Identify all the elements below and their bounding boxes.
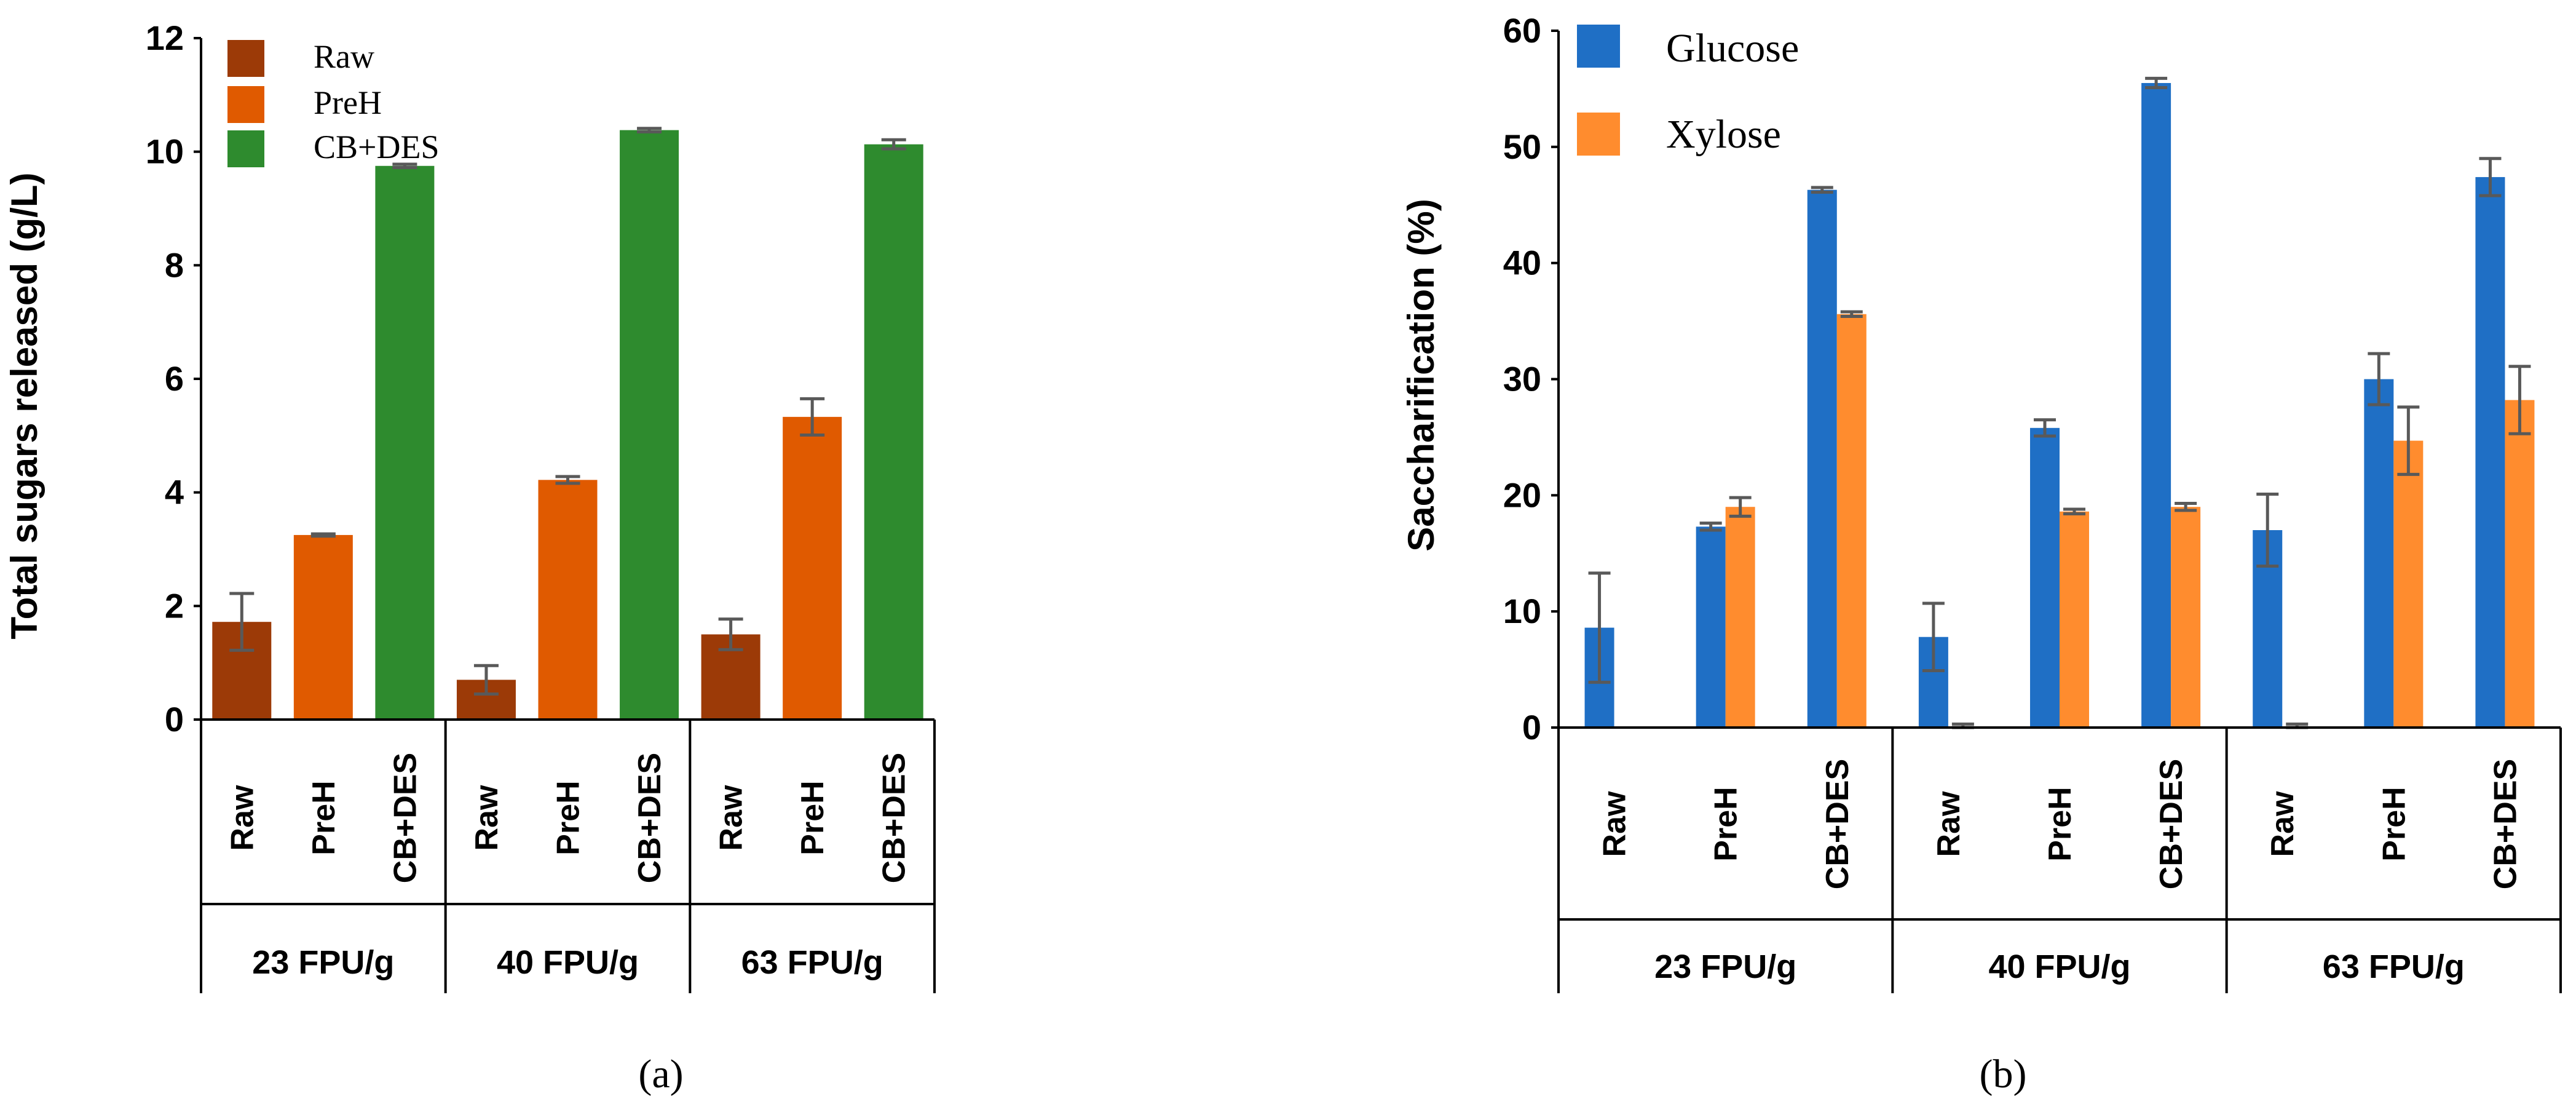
bar-40-fpu-g-preh [538, 480, 598, 720]
legend-swatch-xylose [1577, 113, 1620, 156]
category-label-raw: Raw [714, 785, 749, 851]
legend-swatch-glucose [1577, 25, 1620, 68]
group-label-23-fpu-g: 23 FPU/g [1654, 948, 1796, 985]
chart-a-error-bars [229, 127, 906, 696]
bar-63-fpu-g-cb-des [864, 144, 923, 720]
legend-label-xylose: Xylose [1666, 112, 1781, 157]
category-label-preh: PreH [2376, 787, 2412, 861]
group-label-63-fpu-g: 63 FPU/g [741, 944, 883, 981]
bar-23-fpu-g-preh [293, 534, 353, 720]
y-tick-label: 40 [1503, 244, 1541, 282]
category-label-cb-des: CB+DES [1820, 759, 1855, 889]
panel-label-a: (a) [638, 1052, 683, 1097]
category-label-preh: PreH [2042, 787, 2078, 861]
chart-a-axes [200, 38, 936, 993]
category-label-cb-des: CB+DES [387, 753, 423, 883]
panel-label-b: (b) [1980, 1052, 2027, 1097]
bar-xylose-63-fpu-g-cb-des [2505, 400, 2535, 728]
bar-63-fpu-g-preh [783, 416, 842, 720]
chart-a-group-labels: 23 FPU/g 40 FPU/g 63 FPU/g [252, 944, 883, 981]
chart-b-category-labels: Raw PreH CB+DES Raw PreH CB+DES Raw PreH CB+DES [1597, 759, 2524, 889]
bar-xylose-23-fpu-g-cb-des [1836, 314, 1867, 728]
category-label-cb-des: CB+DES [2487, 759, 2523, 889]
category-label-cb-des: CB+DES [632, 753, 668, 883]
category-label-preh: PreH [795, 780, 831, 855]
category-label-raw: Raw [469, 785, 505, 851]
y-tick-label: 10 [1503, 592, 1541, 630]
chart-a-ylabel: Total sugars released (g/L) [4, 172, 45, 639]
group-label-23-fpu-g: 23 FPU/g [252, 944, 394, 981]
legend-swatch-preh [227, 86, 264, 123]
y-tick-label: 10 [146, 132, 184, 171]
bar-xylose-23-fpu-g-preh [1725, 507, 1755, 728]
legend-label-preh: PreH [314, 84, 382, 121]
chart-b-legend: Glucose Xylose [1577, 25, 1799, 157]
y-tick-label: 20 [1503, 475, 1541, 514]
bar-40-fpu-g-cb-des [620, 130, 679, 720]
bar-glucose-23-fpu-g-cb-des [1807, 189, 1837, 728]
chart-a-bars [212, 130, 923, 720]
legend-label-glucose: Glucose [1666, 26, 1799, 71]
y-tick-label: 60 [1503, 11, 1541, 50]
bar-glucose-23-fpu-g-preh [1696, 526, 1726, 728]
category-label-preh: PreH [306, 780, 342, 855]
bar-xylose-40-fpu-g-preh [2060, 511, 2089, 728]
category-label-raw: Raw [224, 785, 260, 851]
group-label-40-fpu-g: 40 FPU/g [497, 944, 639, 981]
category-label-cb-des: CB+DES [2154, 759, 2189, 889]
y-tick-label: 0 [165, 700, 184, 739]
chart-a-category-labels: Raw PreH CB+DES Raw PreH CB+DES Raw PreH CB+DES [224, 753, 912, 883]
chart-b-error-bars [1588, 76, 2531, 729]
legend-label-cb-des: CB+DES [314, 129, 440, 165]
category-label-preh: PreH [551, 780, 587, 855]
y-tick-label: 30 [1503, 360, 1541, 399]
y-tick-label: 8 [165, 245, 184, 284]
bar-glucose-63-fpu-g-preh [2364, 379, 2394, 728]
chart-a-y-axis: 0 2 4 6 8 10 12 [146, 18, 201, 739]
bar-glucose-40-fpu-g-cb-des [2141, 82, 2171, 728]
y-tick-label: 6 [165, 359, 184, 398]
y-tick-label: 4 [165, 473, 184, 512]
y-tick-label: 2 [165, 586, 184, 625]
bar-glucose-40-fpu-g-preh [2030, 427, 2060, 728]
category-label-raw: Raw [1931, 791, 1967, 857]
y-tick-label: 50 [1503, 127, 1541, 166]
legend-swatch-cb-des [227, 130, 264, 167]
chart-b-group-labels: 23 FPU/g 40 FPU/g 63 FPU/g [1654, 948, 2465, 985]
chart-b-bars [1584, 82, 2535, 728]
group-label-40-fpu-g: 40 FPU/g [1988, 948, 2130, 985]
category-label-cb-des: CB+DES [877, 753, 912, 883]
bar-23-fpu-g-cb-des [375, 165, 435, 720]
legend-label-raw: Raw [314, 38, 374, 75]
legend-swatch-raw [227, 40, 264, 77]
chart-b: Saccharification (%) 0 10 20 30 40 50 60 Raw Pr… [1401, 11, 2562, 1097]
chart-a-legend: Raw PreH CB+DES [227, 38, 440, 167]
chart-b-axes [1557, 31, 2562, 993]
bar-glucose-63-fpu-g-cb-des [2475, 177, 2505, 728]
bar-xylose-63-fpu-g-preh [2393, 440, 2424, 728]
chart-b-ylabel: Saccharification (%) [1401, 199, 1442, 552]
chart-b-y-axis: 0 10 20 30 40 50 60 [1503, 11, 1559, 747]
category-label-raw: Raw [2265, 791, 2301, 857]
category-label-preh: PreH [1709, 787, 1744, 861]
bar-xylose-40-fpu-g-cb-des [2171, 507, 2201, 728]
category-label-raw: Raw [1597, 791, 1633, 857]
y-tick-label: 12 [146, 18, 184, 57]
group-label-63-fpu-g: 63 FPU/g [2323, 948, 2465, 985]
y-tick-label: 0 [1522, 708, 1541, 747]
chart-a: Total sugars released (g/L) 0 2 4 6 8 10 12 Ra… [4, 18, 936, 1097]
